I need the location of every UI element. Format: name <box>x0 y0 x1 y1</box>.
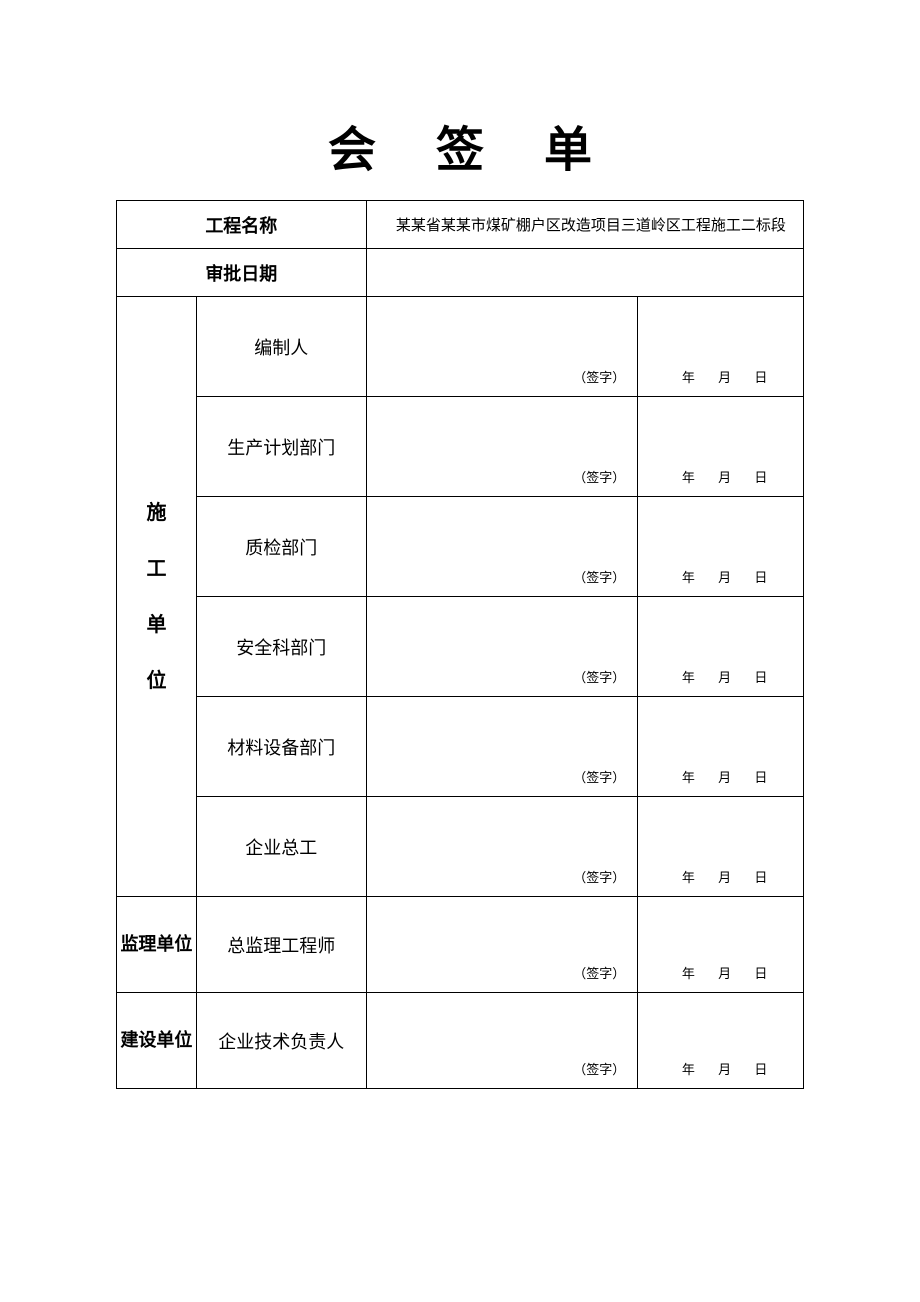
date-label: 年 月 日 <box>638 867 803 886</box>
date-cell: 年 月 日 <box>638 597 804 697</box>
signature-cell: （签字） <box>366 697 638 797</box>
signature-label: （签字） <box>573 367 625 386</box>
date-label: 年 月 日 <box>638 1059 803 1078</box>
approval-date-value <box>366 249 803 297</box>
signature-cell: （签字） <box>366 993 638 1089</box>
page-title: 会 签 单 <box>0 0 920 200</box>
role-cell: 生产计划部门 <box>196 397 366 497</box>
approval-date-label: 审批日期 <box>117 249 367 297</box>
date-cell: 年 月 日 <box>638 297 804 397</box>
char: 单 <box>117 597 196 653</box>
role-cell: 编制人 <box>196 297 366 397</box>
table-row: 施 工 单 位 编制人 （签字） 年 月 日 <box>117 297 804 397</box>
table-row: 材料设备部门 （签字） 年 月 日 <box>117 697 804 797</box>
signature-label: （签字） <box>573 567 625 586</box>
signature-label: （签字） <box>573 467 625 486</box>
date-cell: 年 月 日 <box>638 897 804 993</box>
signature-label: （签字） <box>573 667 625 686</box>
date-cell: 年 月 日 <box>638 397 804 497</box>
signoff-table: 工程名称 某某省某某市煤矿棚户区改造项目三道岭区工程施工二标段 审批日期 施 工… <box>116 200 804 1089</box>
project-name-label: 工程名称 <box>117 201 367 249</box>
signature-cell: （签字） <box>366 897 638 993</box>
char: 施 <box>117 485 196 541</box>
table-row: 企业总工 （签字） 年 月 日 <box>117 797 804 897</box>
build-unit-label: 建设单位 <box>117 993 197 1089</box>
date-label: 年 月 日 <box>638 567 803 586</box>
table-row: 监理单位 总监理工程师 （签字） 年 月 日 <box>117 897 804 993</box>
role-cell: 总监理工程师 <box>196 897 366 993</box>
signature-cell: （签字） <box>366 797 638 897</box>
char: 工 <box>117 541 196 597</box>
role-cell: 质检部门 <box>196 497 366 597</box>
date-cell: 年 月 日 <box>638 497 804 597</box>
role-cell: 安全科部门 <box>196 597 366 697</box>
project-name-row: 工程名称 某某省某某市煤矿棚户区改造项目三道岭区工程施工二标段 <box>117 201 804 249</box>
signature-label: （签字） <box>573 767 625 786</box>
role-cell: 企业总工 <box>196 797 366 897</box>
date-label: 年 月 日 <box>638 367 803 386</box>
construction-unit-label: 施 工 单 位 <box>117 297 197 897</box>
date-cell: 年 月 日 <box>638 697 804 797</box>
approval-date-row: 审批日期 <box>117 249 804 297</box>
role-cell: 材料设备部门 <box>196 697 366 797</box>
signature-label: （签字） <box>573 963 625 982</box>
table-row: 安全科部门 （签字） 年 月 日 <box>117 597 804 697</box>
date-label: 年 月 日 <box>638 963 803 982</box>
signature-label: （签字） <box>573 1059 625 1078</box>
supervision-unit-label: 监理单位 <box>117 897 197 993</box>
signature-cell: （签字） <box>366 497 638 597</box>
signature-cell: （签字） <box>366 397 638 497</box>
role-cell: 企业技术负责人 <box>196 993 366 1089</box>
signature-cell: （签字） <box>366 297 638 397</box>
table-row: 生产计划部门 （签字） 年 月 日 <box>117 397 804 497</box>
signature-label: （签字） <box>573 867 625 886</box>
project-name-value: 某某省某某市煤矿棚户区改造项目三道岭区工程施工二标段 <box>366 201 803 249</box>
date-cell: 年 月 日 <box>638 993 804 1089</box>
table-row: 建设单位 企业技术负责人 （签字） 年 月 日 <box>117 993 804 1089</box>
date-label: 年 月 日 <box>638 667 803 686</box>
date-label: 年 月 日 <box>638 467 803 486</box>
table-row: 质检部门 （签字） 年 月 日 <box>117 497 804 597</box>
char: 位 <box>117 653 196 709</box>
date-label: 年 月 日 <box>638 767 803 786</box>
date-cell: 年 月 日 <box>638 797 804 897</box>
signature-cell: （签字） <box>366 597 638 697</box>
